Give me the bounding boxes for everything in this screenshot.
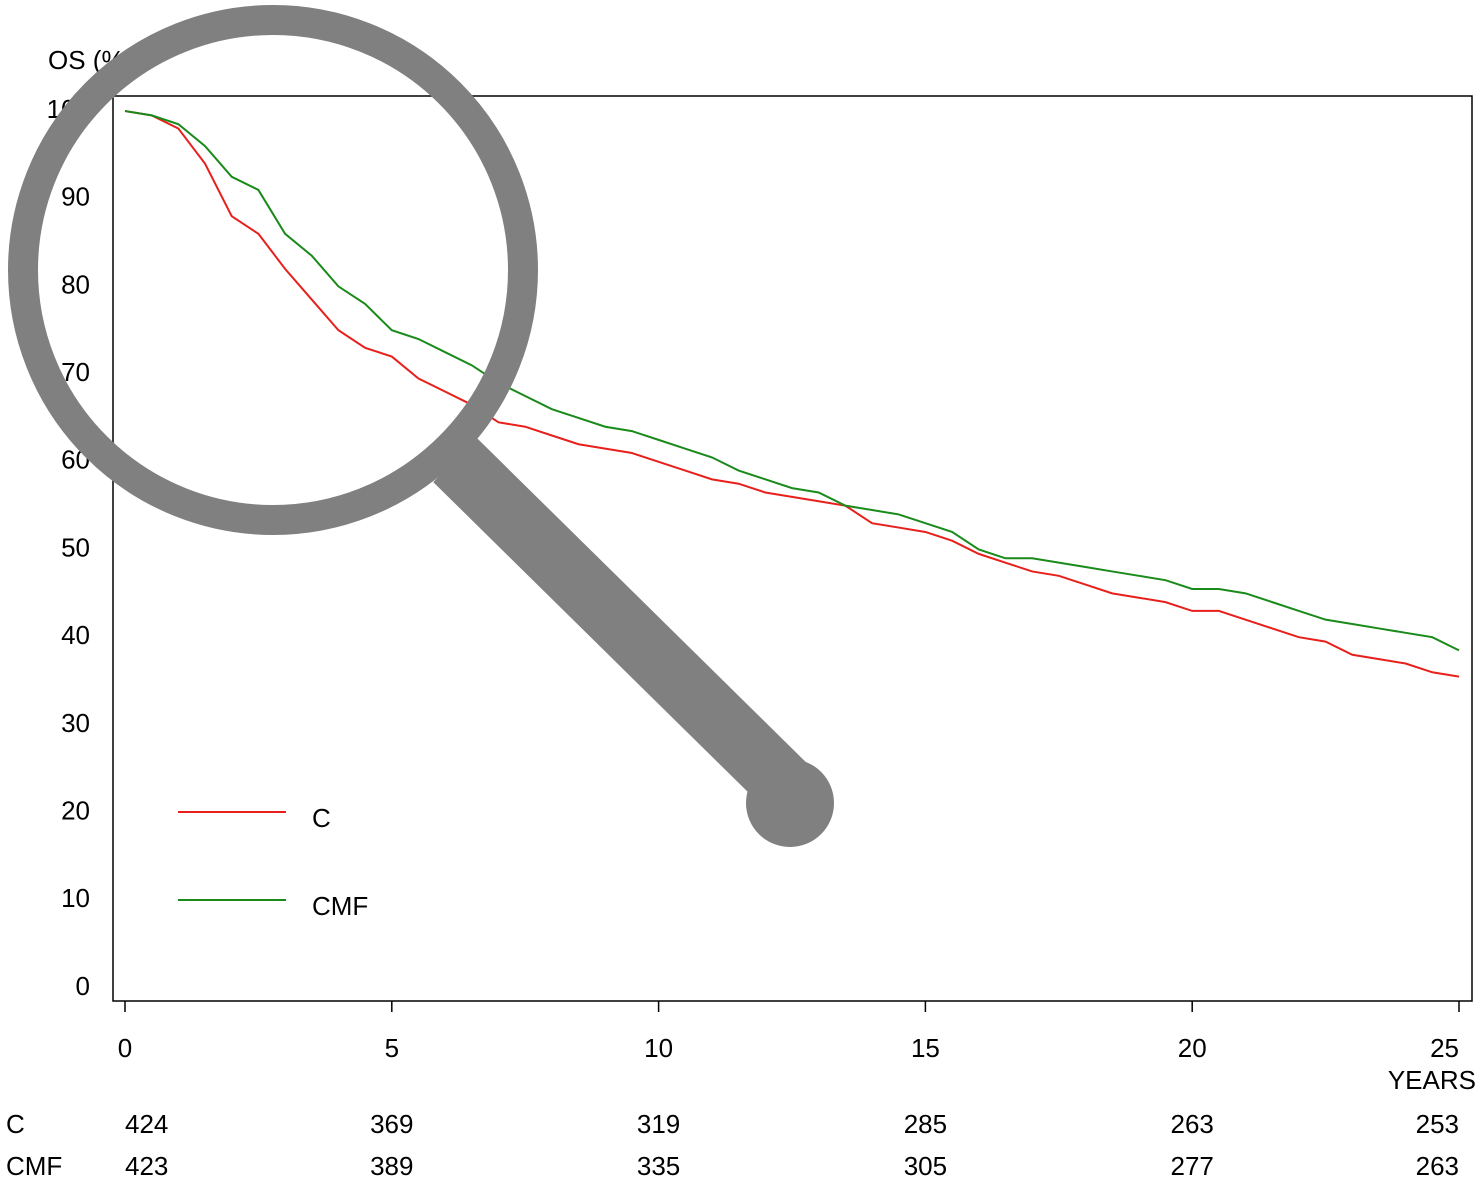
at-risk-value: 319 (637, 1109, 680, 1139)
x-tick-label: 20 (1178, 1033, 1207, 1063)
x-tick-label: 0 (118, 1033, 132, 1063)
y-tick-label: 90 (61, 182, 90, 212)
magnifier-icon (8, 5, 834, 847)
y-tick-label: 10 (61, 883, 90, 913)
legend-label: CMF (312, 891, 368, 921)
x-axis-label: YEARS (1388, 1065, 1476, 1095)
plot-area: 0102030405060708090100042442353693891031… (6, 94, 1460, 1181)
at-risk-label: CMF (6, 1151, 62, 1181)
at-risk-value: 424 (125, 1109, 168, 1139)
legend-label: C (312, 803, 331, 833)
x-tick-label: 5 (385, 1033, 399, 1063)
y-tick-label: 30 (61, 708, 90, 738)
magnifier-handle (433, 437, 812, 813)
survival-line (124, 110, 1460, 678)
survival-line (124, 110, 1460, 652)
x-tick-label: 25 (1430, 1033, 1459, 1063)
plot-frame (112, 95, 1473, 1002)
x-tick-label: 15 (911, 1033, 940, 1063)
y-tick-label: 40 (61, 620, 90, 650)
x-tick-label: 10 (644, 1033, 673, 1063)
magnifier-ring (8, 5, 538, 535)
y-tick-label: 0 (76, 971, 90, 1001)
at-risk-value: 369 (370, 1109, 413, 1139)
y-tick-label: 50 (61, 532, 90, 562)
at-risk-label: C (6, 1109, 25, 1139)
at-risk-value: 253 (1416, 1109, 1459, 1139)
y-tick-label: 80 (61, 269, 90, 299)
at-risk-value: 263 (1171, 1109, 1214, 1139)
at-risk-value: 285 (904, 1109, 947, 1139)
y-tick-label: 20 (61, 795, 90, 825)
at-risk-value: 305 (904, 1151, 947, 1181)
at-risk-value: 277 (1171, 1151, 1214, 1181)
magnifier-knob (746, 759, 834, 847)
at-risk-value: 335 (637, 1151, 680, 1181)
at-risk-value: 423 (125, 1151, 168, 1181)
at-risk-value: 389 (370, 1151, 413, 1181)
at-risk-value: 263 (1416, 1151, 1459, 1181)
